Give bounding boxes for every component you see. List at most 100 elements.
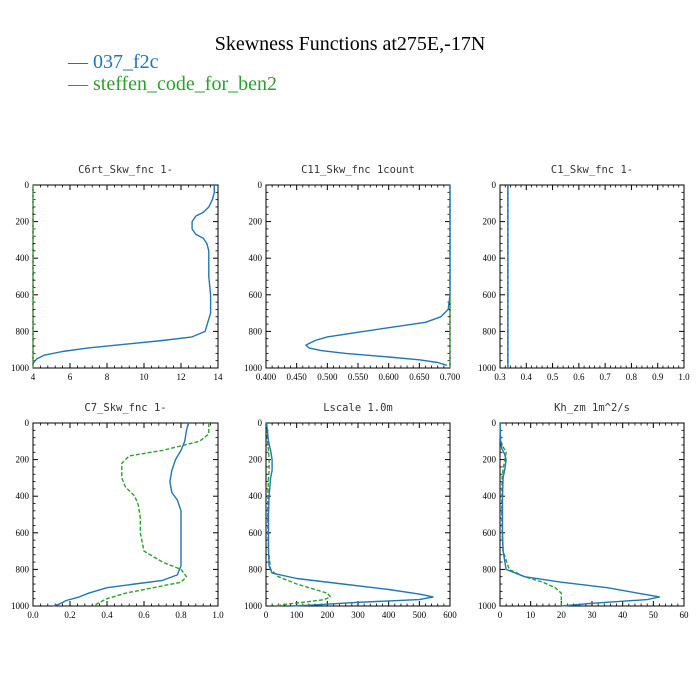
- x-tick-label: 0.0: [27, 610, 39, 620]
- series-line-037-f2c: [305, 185, 451, 366]
- y-tick-label: 200: [249, 455, 263, 465]
- series-line-037-f2c: [265, 422, 434, 607]
- chart-panel-3: C1_Skw_fnc 1- 0.3 0.4 0.5 0.6 0.7 0.8 0.9 1.0 0 20…: [478, 164, 690, 382]
- legend: — 037_f2c — steffen_code_for_ben2: [67, 51, 277, 95]
- x-tick-label: 60: [680, 610, 690, 620]
- x-tick-label: 4: [31, 372, 36, 382]
- y-tick-label: 0: [258, 180, 263, 190]
- y-tick-label: 800: [16, 326, 30, 336]
- y-tick-label: 800: [483, 326, 497, 336]
- x-tick-label: 0.650: [409, 372, 430, 382]
- legend-item-037-f2c: — 037_f2c: [67, 51, 159, 73]
- x-tick-label: 40: [618, 610, 628, 620]
- x-tick-label: 0.3: [494, 372, 506, 382]
- x-tick-label: 0.8: [626, 372, 638, 382]
- x-tick-label: 30: [588, 610, 598, 620]
- y-tick-label: 600: [483, 290, 497, 300]
- y-tick-label: 1000: [244, 363, 263, 373]
- y-tick-label: 400: [16, 491, 30, 501]
- x-tick-label: 0.2: [64, 610, 75, 620]
- y-tick-label: 800: [249, 564, 263, 574]
- chart-panel-6: Kh_zm 1m^2/s0 10 20 30 40 50 60020040060080010…: [478, 402, 689, 620]
- y-tick-label: 200: [483, 455, 497, 465]
- series-line-steffen-code-for-ben2: [499, 422, 562, 606]
- y-tick-label: 600: [249, 290, 263, 300]
- plot-frame: [32, 184, 219, 369]
- y-tick-label: 400: [16, 253, 30, 263]
- y-tick-label: 0: [258, 418, 263, 428]
- x-tick-label: 20: [557, 610, 567, 620]
- y-tick-label: 200: [16, 217, 30, 227]
- x-tick-label: 12: [177, 372, 186, 382]
- x-tick-label: 0.8: [175, 610, 187, 620]
- y-tick-label: 400: [249, 491, 263, 501]
- y-tick-label: 1000: [244, 601, 263, 611]
- y-tick-label: 600: [16, 528, 30, 538]
- x-tick-label: 500: [413, 610, 427, 620]
- series-line-037-f2c: [499, 422, 661, 607]
- x-tick-label: 0.550: [348, 372, 369, 382]
- x-tick-label: 8: [105, 372, 110, 382]
- y-tick-label: 0: [492, 180, 497, 190]
- y-tick-label: 600: [16, 290, 30, 300]
- x-tick-label: 200: [321, 610, 335, 620]
- y-tick-label: 1000: [478, 601, 497, 611]
- y-tick-label: 0: [492, 418, 497, 428]
- y-tick-label: 1000: [11, 363, 30, 373]
- chart-panel-2: C11_Skw_fnc 1count 0.400 0.450 0.500 0.550 0.…: [244, 164, 461, 382]
- chart-panel-4: C7_Skw_fnc 1- 0.0 0.2 0.4 0.6 0.8 1.0 0 200 400 60…: [11, 402, 224, 620]
- legend-item-steffen-code: — steffen_code_for_ben2: [67, 73, 277, 95]
- y-tick-label: 800: [16, 564, 30, 574]
- x-tick-label: 0: [498, 610, 503, 620]
- y-tick-label: 200: [249, 217, 263, 227]
- series-line-037-f2c: [53, 422, 190, 607]
- panel-title: C6rt_Skw_fnc 1-: [78, 164, 173, 176]
- x-tick-label: 1.0: [212, 610, 224, 620]
- panel-title: C7_Skw_fnc 1-: [84, 402, 166, 414]
- plot-frame: [32, 422, 219, 607]
- y-tick-label: 600: [483, 528, 497, 538]
- x-tick-label: 0.4: [521, 372, 533, 382]
- figure-title: Skewness Functions at275E,-17N: [215, 33, 486, 55]
- x-tick-label: 0.6: [138, 610, 150, 620]
- x-tick-label: 0.7: [600, 372, 612, 382]
- plot-frame: [499, 422, 685, 607]
- x-tick-label: 0.600: [379, 372, 400, 382]
- x-tick-label: 50: [649, 610, 659, 620]
- y-tick-label: 1000: [11, 601, 30, 611]
- x-tick-label: 10: [526, 610, 536, 620]
- y-tick-label: 800: [483, 564, 497, 574]
- x-tick-label: 14: [214, 372, 224, 382]
- x-tick-label: 300: [351, 610, 365, 620]
- x-tick-label: 10: [140, 372, 150, 382]
- x-tick-label: 0.6: [573, 372, 585, 382]
- chart-panel-5: Lscale 1.0m 0 100 200 300 400 500 600 0 200 400 600…: [244, 402, 457, 620]
- panel-title: C1_Skw_fnc 1-: [551, 164, 633, 176]
- x-tick-label: 1.0: [678, 372, 690, 382]
- y-tick-label: 200: [483, 217, 497, 227]
- y-tick-label: 800: [249, 326, 263, 336]
- x-tick-label: 0.450: [287, 372, 308, 382]
- series-line-steffen-code-for-ben2: [265, 422, 332, 607]
- x-tick-label: 0.700: [440, 372, 461, 382]
- panel-title: C11_Skw_fnc 1count: [301, 164, 415, 176]
- y-tick-label: 1000: [478, 363, 497, 373]
- panel-title: Lscale 1.0m: [323, 402, 393, 414]
- x-tick-label: 600: [443, 610, 457, 620]
- y-tick-label: 400: [483, 253, 497, 263]
- y-tick-label: 400: [249, 253, 263, 263]
- y-tick-label: 0: [25, 180, 30, 190]
- plot-frame: [265, 184, 451, 369]
- panel-title: Kh_zm 1m^2/s: [554, 402, 630, 414]
- x-tick-label: 6: [68, 372, 73, 382]
- x-tick-label: 0: [264, 610, 269, 620]
- series-line-steffen-code-for-ben2: [93, 423, 210, 607]
- y-tick-label: 200: [16, 455, 30, 465]
- chart-panel-1: C6rt_Skw_fnc 1- 4 6 8 10 12 14 0 200 400 600 800 100…: [11, 164, 223, 382]
- x-tick-label: 0.500: [317, 372, 338, 382]
- x-tick-label: 400: [382, 610, 396, 620]
- y-tick-label: 400: [483, 491, 497, 501]
- plot-frame: [499, 184, 685, 369]
- x-tick-label: 0.5: [547, 372, 559, 382]
